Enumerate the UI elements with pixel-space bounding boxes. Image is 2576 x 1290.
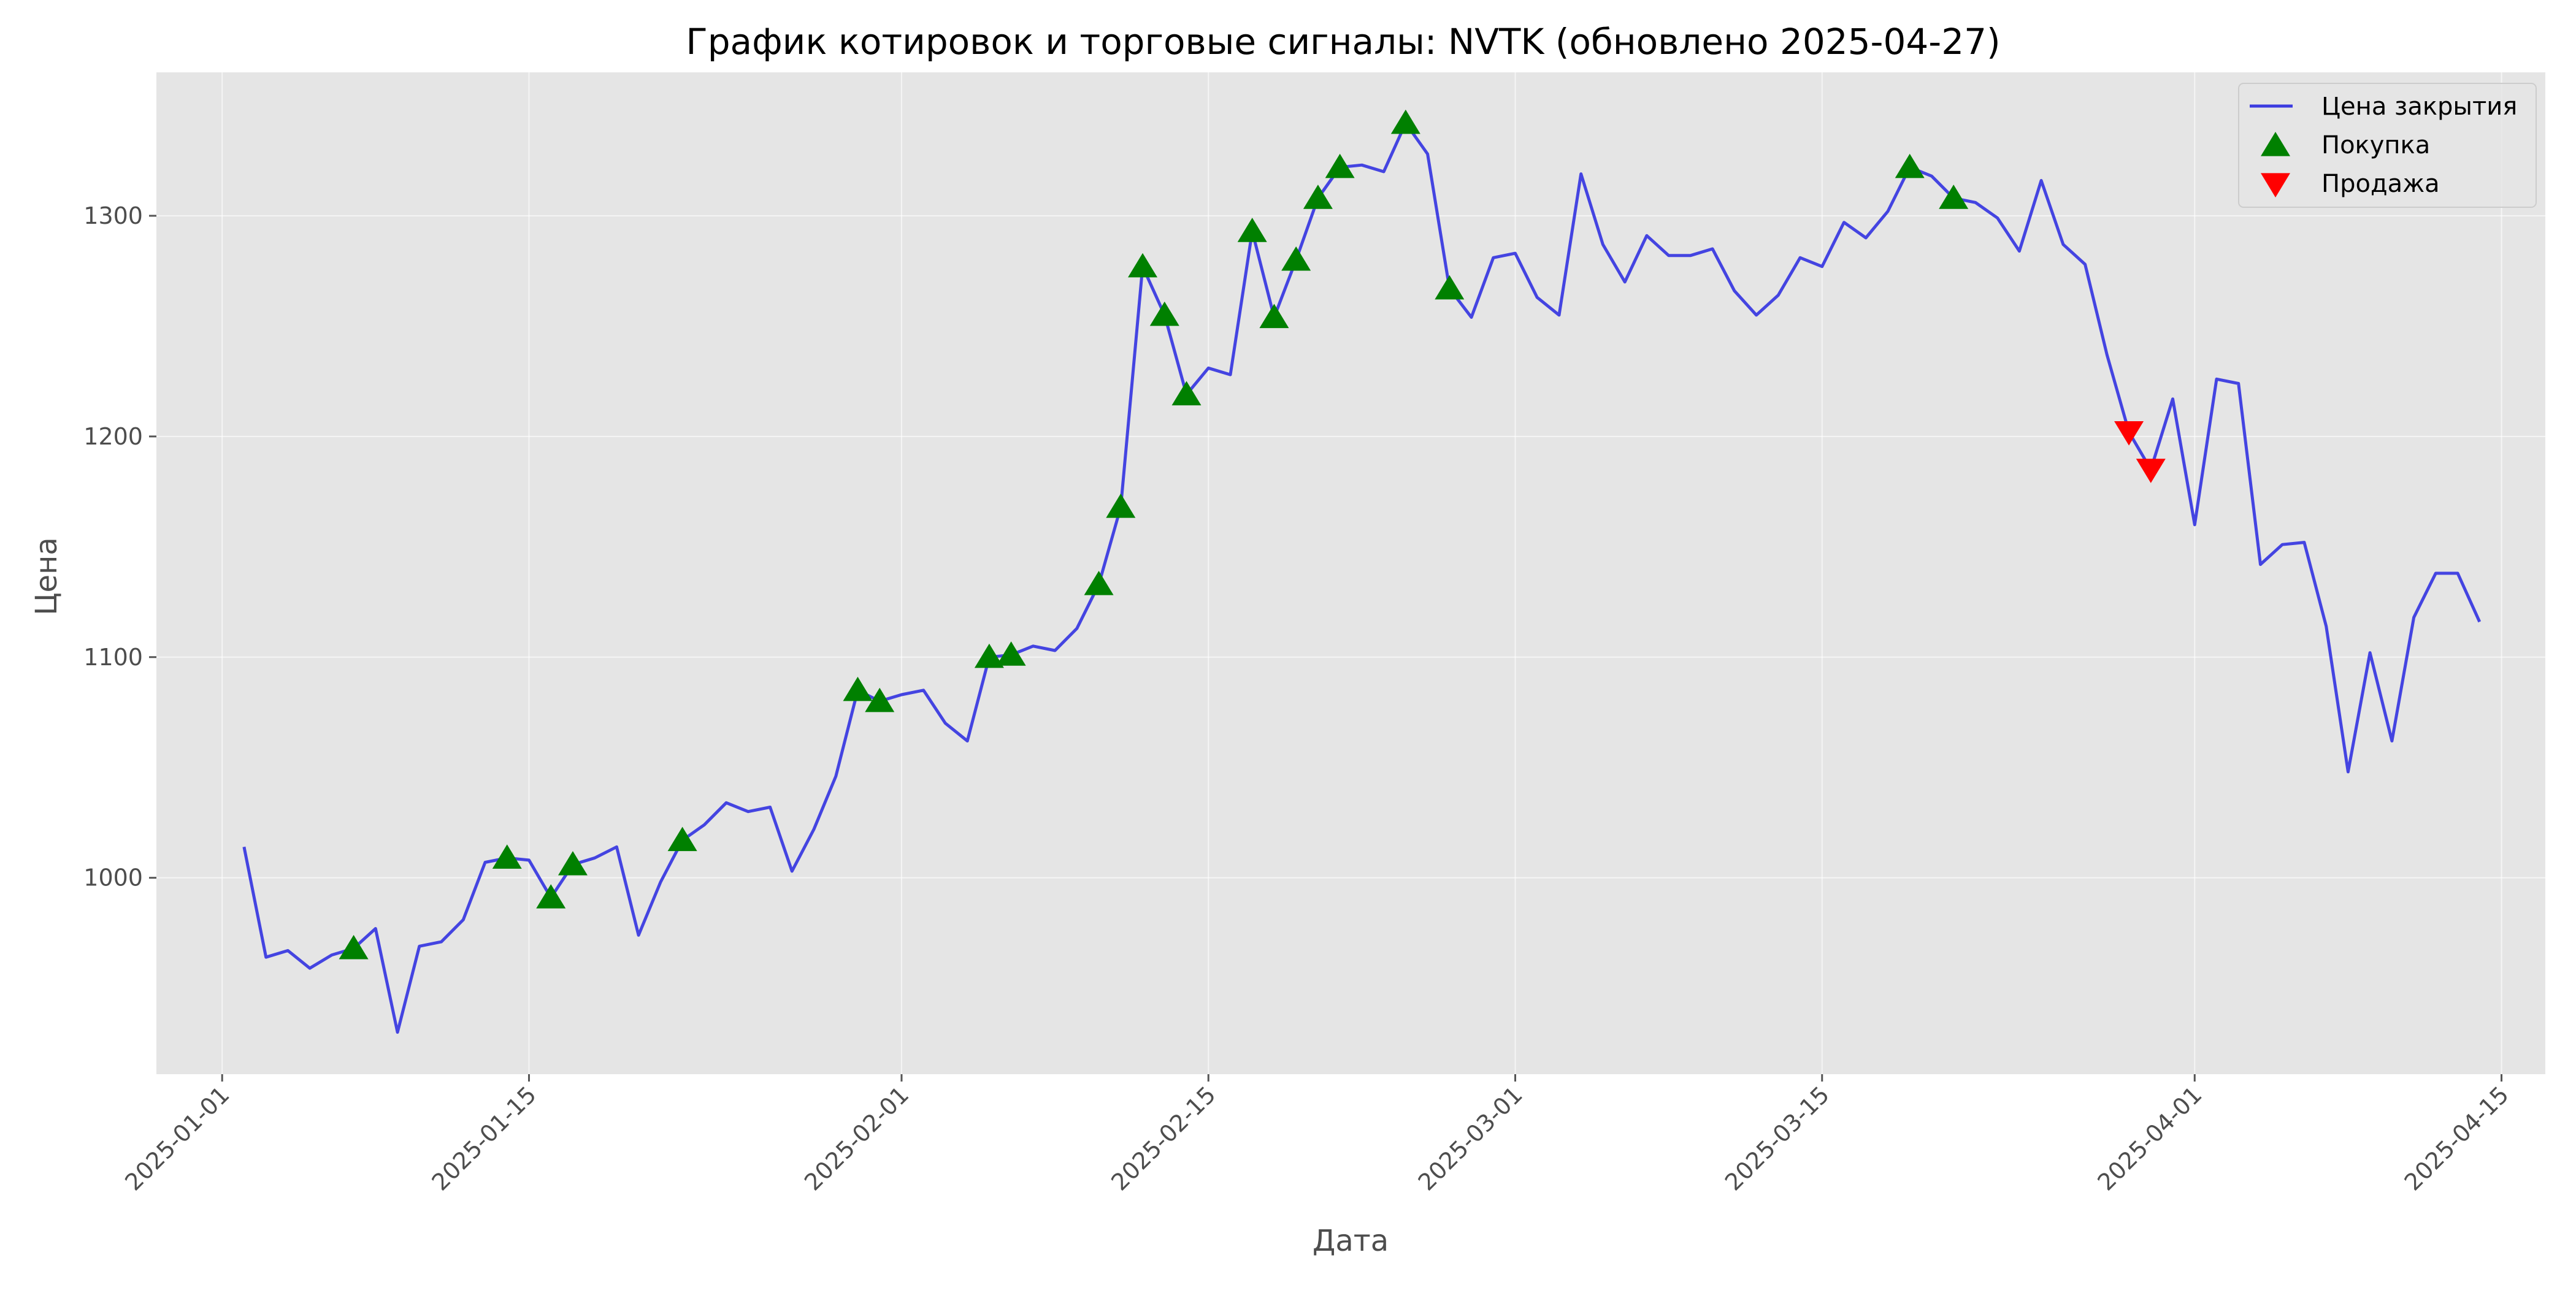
legend-label-close: Цена закрытия (2321, 93, 2517, 121)
legend: Цена закрытия Покупка Продажа (2238, 83, 2537, 208)
y-tick-label: 1100 (83, 644, 143, 671)
buy-signal-marker (558, 851, 588, 876)
buy-signal-marker (865, 687, 895, 712)
grid (156, 72, 2545, 1074)
buy-signal-marker (1281, 246, 1311, 271)
buy-signal-marker (536, 884, 566, 909)
legend-buy-marker (2261, 132, 2290, 156)
buy-signal-marker (1325, 153, 1355, 178)
buy-signal-marker (1895, 153, 1925, 178)
buy-signal-marker (974, 643, 1004, 668)
buy-signal-marker (1237, 218, 1267, 242)
y-tick-label: 1200 (83, 423, 143, 450)
chart-title: График котировок и торговые сигналы: NVT… (686, 21, 2000, 63)
sell-signal-marker (2114, 421, 2144, 446)
buy-signal-marker (843, 676, 873, 701)
price-line-layer (242, 121, 2482, 1034)
y-tick-label: 1000 (83, 864, 143, 891)
buy-signal-marker (1171, 381, 1202, 406)
signal-markers (339, 109, 2166, 960)
buy-signal-marker (1084, 570, 1114, 595)
buy-signal-marker (667, 826, 697, 852)
buy-signal-marker (1259, 303, 1289, 329)
buy-signal-marker (492, 844, 522, 869)
legend-frame (2238, 83, 2537, 208)
plot-area (156, 72, 2545, 1074)
legend-label-sell: Продажа (2321, 170, 2440, 198)
buy-signal-marker (1128, 253, 1158, 278)
buy-signal-marker (339, 934, 369, 960)
x-axis-label: Дата (1313, 1224, 1389, 1258)
y-axis-label: Цена (29, 537, 64, 616)
legend-label-buy: Покупка (2321, 131, 2430, 159)
buy-signal-marker (996, 641, 1026, 666)
legend-sell-marker (2261, 173, 2290, 197)
sell-signal-marker (2136, 459, 2166, 483)
buy-signal-marker (1435, 275, 1465, 300)
buy-signal-marker (1939, 185, 1969, 209)
price-line (242, 121, 2482, 1034)
buy-signal-marker (1106, 494, 1136, 518)
buy-signal-marker (1149, 301, 1179, 326)
buy-signal-marker (1303, 185, 1333, 209)
buy-signal-marker (1390, 109, 1420, 134)
y-tick-label: 1300 (83, 202, 143, 229)
